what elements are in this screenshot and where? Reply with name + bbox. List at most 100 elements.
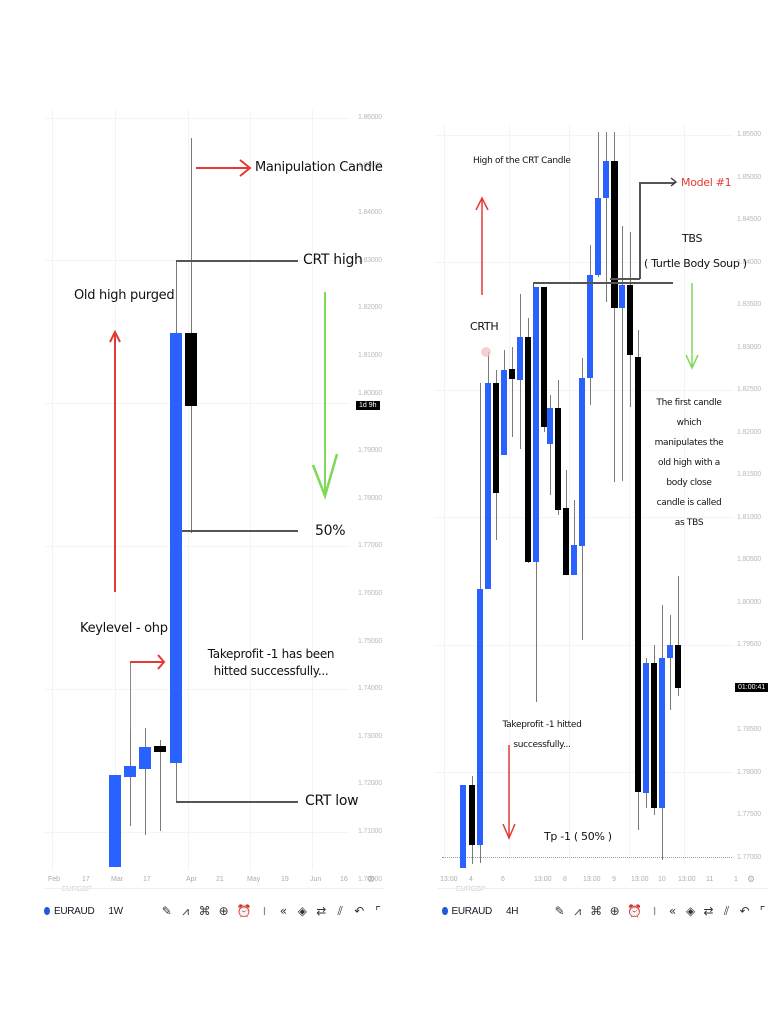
tbs-label: TBS bbox=[682, 232, 703, 245]
crt-candle-body bbox=[533, 287, 539, 562]
price-label: 1.75000 bbox=[358, 638, 382, 645]
grid-line bbox=[684, 125, 685, 865]
grid-line bbox=[45, 832, 350, 833]
price-label: 1.78000 bbox=[358, 495, 382, 502]
undo-icon[interactable]: ↶ bbox=[739, 904, 750, 918]
candle-body-bull bbox=[595, 198, 601, 275]
time-label: 4 bbox=[469, 876, 473, 883]
price-label: 1.80000 bbox=[737, 599, 761, 606]
price-label: 1.85500 bbox=[737, 131, 761, 138]
time-label: Feb bbox=[48, 876, 61, 883]
grid-line bbox=[250, 110, 251, 870]
time-label: 6 bbox=[501, 876, 505, 883]
toolbar-divider bbox=[438, 888, 768, 889]
candle-body-bull bbox=[109, 775, 121, 867]
candle-body-bull bbox=[659, 658, 665, 808]
layers-icon[interactable]: ◈ bbox=[685, 904, 696, 918]
candle-body-bull bbox=[517, 337, 523, 380]
crt-low-line bbox=[176, 801, 298, 803]
time-label: 16 bbox=[340, 876, 348, 883]
pencil-icon[interactable]: ✎ bbox=[161, 904, 172, 918]
timeframe-selector[interactable]: 4H bbox=[505, 905, 519, 917]
alarm-icon[interactable]: ⏰ bbox=[627, 904, 643, 918]
bottom-toolbar: EURAUD 1W ✎ ⩘ ⌘ ⊕ ⏰ ⧘ « ◈ ⇄ ⫽ ↶ ⌜ bbox=[44, 896, 384, 926]
alarm-icon[interactable]: ⏰ bbox=[236, 904, 252, 918]
price-label: 1.78500 bbox=[737, 726, 761, 733]
layers-icon[interactable]: ◈ bbox=[297, 904, 307, 918]
bar-replay-icon[interactable]: ⧘ bbox=[263, 903, 266, 918]
compare-icon[interactable]: ⇄ bbox=[703, 904, 714, 918]
fifty-percent-label: 50% bbox=[315, 523, 346, 539]
green-down-arrow-icon bbox=[311, 292, 339, 500]
manipulation-candle-label: Manipulation Candle bbox=[255, 160, 383, 175]
settings-gear-icon[interactable]: ⚙ bbox=[747, 874, 756, 884]
price-label: 1.81000 bbox=[737, 514, 761, 521]
time-label: 21 bbox=[216, 876, 224, 883]
time-label: 8 bbox=[563, 876, 567, 883]
symbol-selector[interactable]: EURAUD bbox=[53, 905, 95, 917]
drawing-tools-icon[interactable]: ⫽ bbox=[337, 903, 343, 918]
grid-line bbox=[45, 118, 350, 119]
price-label: 1.84000 bbox=[737, 259, 761, 266]
grid-line bbox=[52, 110, 53, 870]
candle-body-bull bbox=[643, 663, 649, 793]
candle-wick bbox=[622, 226, 623, 481]
high-of-crt-label: High of the CRT Candle bbox=[473, 156, 571, 166]
candle-body-bull bbox=[124, 766, 136, 777]
bar-replay-icon[interactable]: ⧘ bbox=[653, 903, 656, 918]
plus-circle-icon[interactable]: ⊕ bbox=[218, 904, 229, 918]
price-label: 1.72000 bbox=[358, 780, 382, 787]
candle-wick bbox=[145, 728, 146, 835]
rewind-icon[interactable]: « bbox=[668, 904, 677, 918]
drawing-tools-icon[interactable]: ⫽ bbox=[723, 903, 730, 918]
candle-body-bear bbox=[627, 285, 633, 355]
crt-high-line bbox=[176, 260, 298, 262]
time-label: 17 bbox=[82, 876, 90, 883]
candle-body-bull bbox=[571, 545, 577, 575]
candle-body-bear bbox=[541, 287, 547, 427]
grid-line bbox=[45, 403, 350, 404]
templates-icon[interactable]: ⌘ bbox=[590, 904, 603, 918]
settings-gear-icon[interactable]: ⚙ bbox=[367, 874, 376, 884]
crt-high-tick bbox=[533, 282, 534, 288]
red-right-arrow-icon bbox=[196, 159, 252, 177]
fifty-percent-line bbox=[182, 530, 298, 532]
compare-icon[interactable]: ⇄ bbox=[316, 904, 327, 918]
candle-body-bull bbox=[139, 747, 151, 769]
tp-dotted-line bbox=[442, 857, 732, 858]
undo-icon[interactable]: ↶ bbox=[354, 904, 365, 918]
model-number-label: Model #1 bbox=[681, 176, 732, 189]
time-label: Apr bbox=[186, 876, 197, 883]
candle-body-bear bbox=[525, 337, 531, 562]
indicators-icon[interactable]: ⩘ bbox=[574, 903, 582, 918]
tbs-explanation-label: The first candle which manipulates the o… bbox=[654, 398, 724, 528]
candle-wick bbox=[160, 740, 161, 831]
time-label: 13:00 bbox=[534, 876, 552, 883]
candle-body-bear bbox=[651, 663, 657, 808]
price-label: 1.83000 bbox=[737, 344, 761, 351]
price-label: 1.77000 bbox=[737, 854, 761, 861]
templates-icon[interactable]: ⌘ bbox=[198, 904, 211, 918]
symbol-selector[interactable]: EURAUD bbox=[451, 905, 493, 917]
price-label: 1.82500 bbox=[737, 386, 761, 393]
timeframe-selector[interactable]: 1W bbox=[108, 905, 123, 917]
pencil-icon[interactable]: ✎ bbox=[554, 904, 565, 918]
candle-body-bear bbox=[675, 645, 681, 688]
candle-body-bull bbox=[579, 378, 585, 546]
symbol-flag-icon bbox=[442, 907, 448, 915]
arrows-layer bbox=[109, 159, 339, 670]
candle-wick bbox=[606, 132, 607, 302]
rewind-icon[interactable]: « bbox=[279, 904, 288, 918]
plus-circle-icon[interactable]: ⊕ bbox=[609, 904, 620, 918]
candle-body-bear bbox=[563, 508, 569, 575]
candle-wick bbox=[574, 500, 575, 575]
fullscreen-icon[interactable]: ⌜ bbox=[375, 904, 381, 918]
fullscreen-icon[interactable]: ⌜ bbox=[759, 904, 766, 918]
countdown-badge: 1d 9h bbox=[356, 401, 380, 410]
green-down-arrow-icon bbox=[685, 283, 699, 370]
candle-body-bull bbox=[547, 408, 553, 444]
price-label: 1.79500 bbox=[737, 641, 761, 648]
indicators-icon[interactable]: ⩘ bbox=[182, 903, 190, 918]
candle-wick bbox=[670, 615, 671, 710]
grid-line bbox=[45, 546, 350, 547]
